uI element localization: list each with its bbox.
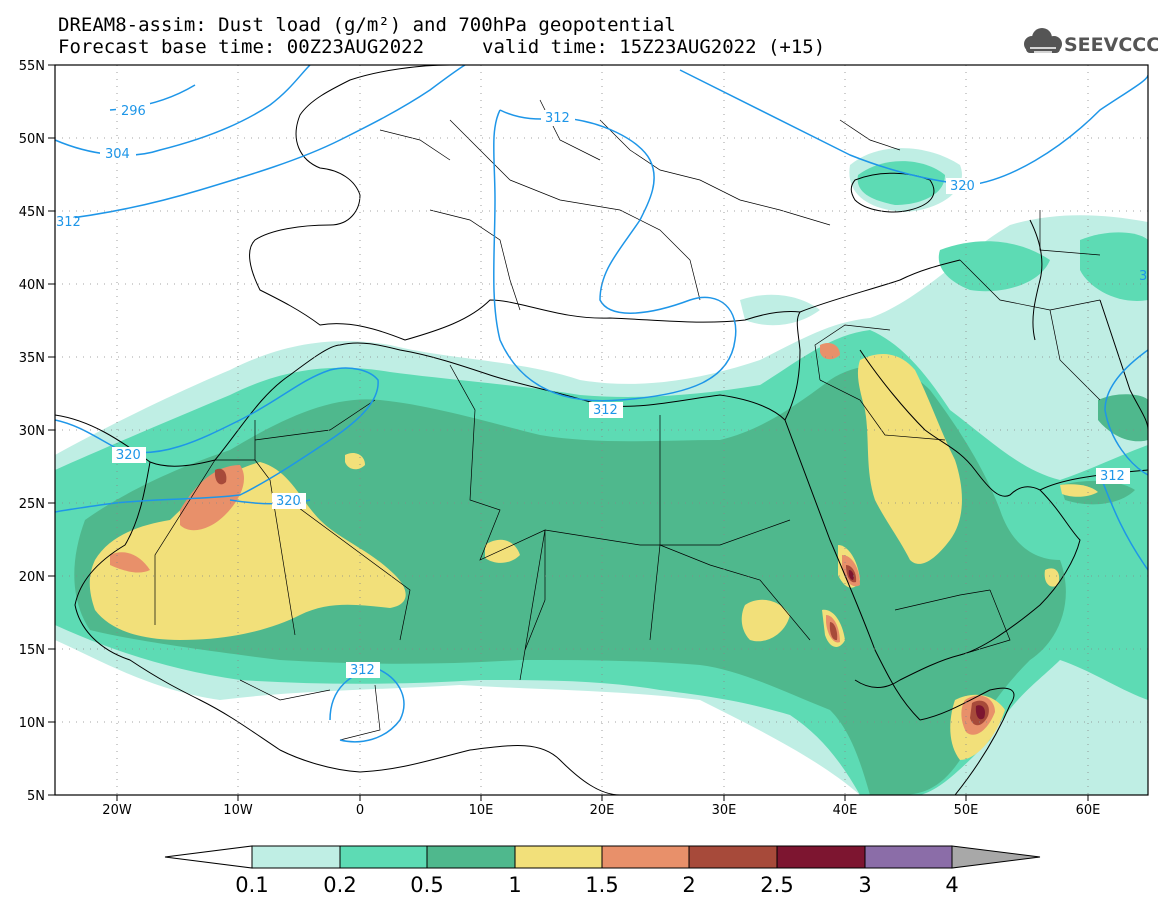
lon-label: 40E xyxy=(833,803,858,818)
lon-label: 60E xyxy=(1076,803,1101,818)
lon-label: 50E xyxy=(954,803,979,818)
contour-label: 312 xyxy=(56,215,81,230)
lat-label: 10N xyxy=(19,716,45,731)
colorbar-tick-label: 1 xyxy=(508,873,521,897)
colorbar-bin xyxy=(426,845,516,869)
contour-label: 304 xyxy=(105,147,130,162)
lat-label: 15N xyxy=(19,643,45,658)
cloud-icon xyxy=(1024,28,1062,53)
colorbar-bin xyxy=(864,845,953,869)
geopotential-labels: 296 304 312 312 312 320 320 312 312 320 … xyxy=(55,103,1147,678)
forecast-base-time: Forecast base time: 00Z23AUG2022 xyxy=(58,36,425,58)
lat-label: 40N xyxy=(19,278,45,293)
latitude-labels: 55N 50N 45N 40N 35N 30N 25N 20N 15N 10N … xyxy=(19,59,45,804)
dust-level-1 xyxy=(741,599,790,642)
colorbar xyxy=(164,845,1041,869)
contour-label: 312 xyxy=(1100,469,1125,484)
lon-label: 10E xyxy=(469,803,494,818)
colorbar-bin xyxy=(688,845,778,869)
colorbar-high-arrow xyxy=(951,845,1041,869)
country-borders xyxy=(154,99,1101,741)
dust-level-1 xyxy=(89,462,406,640)
lat-label: 5N xyxy=(27,789,45,804)
colorbar-tick-label: 1.5 xyxy=(585,873,618,897)
dust-level-0.2 xyxy=(1080,232,1148,301)
lat-label: 25N xyxy=(19,497,45,512)
seevccc-logo: SEEVCCC xyxy=(1024,28,1158,56)
axis-ticks xyxy=(48,64,1089,801)
contour-label: 3 xyxy=(1139,269,1147,284)
colorbar-bin xyxy=(339,845,428,869)
lat-label: 20N xyxy=(19,570,45,585)
contour-label: 312 xyxy=(545,111,570,126)
logo-text: SEEVCCC xyxy=(1064,34,1158,56)
colorbar-tick-label: 0.2 xyxy=(323,873,356,897)
colorbar-tick-label: 2.5 xyxy=(760,873,793,897)
colorbar-bin xyxy=(514,845,603,869)
colorbar-tick-label: 2 xyxy=(682,873,695,897)
geopotential-contours xyxy=(55,65,1148,743)
contour-label: 312 xyxy=(593,403,618,418)
colorbar-tick-label: 4 xyxy=(945,873,958,897)
dust-level-2.5 xyxy=(975,705,986,720)
dust-level-0.2 xyxy=(938,241,1050,292)
map-title: DREAM8-assim: Dust load (g/m²) and 700hP… xyxy=(58,14,676,36)
colorbar-tick-label: 0.1 xyxy=(235,873,268,897)
lat-label: 50N xyxy=(19,132,45,147)
dust-level-1 xyxy=(857,354,962,564)
dust-level-1.5 xyxy=(820,343,840,360)
dust-level-1.5 xyxy=(110,552,150,573)
gridlines xyxy=(55,65,1148,795)
lon-label: 0 xyxy=(356,803,364,818)
dust-level-1 xyxy=(1060,484,1098,497)
dust-level-0.1 xyxy=(740,294,820,326)
contour-label: 320 xyxy=(950,179,975,194)
dust-level-2.5 xyxy=(848,570,854,580)
colorbar-low-arrow xyxy=(164,845,253,869)
lat-label: 55N xyxy=(19,59,45,74)
lon-label: 10W xyxy=(223,803,253,818)
coastlines xyxy=(55,65,1148,795)
contour-label: 320 xyxy=(276,494,301,509)
dust-level-1 xyxy=(1044,568,1060,587)
contour-label: 296 xyxy=(121,104,146,119)
longitude-labels: 20W 10W 0 10E 20E 30E 40E 50E 60E xyxy=(102,803,1100,818)
colorbar-ticks: 0.1 0.2 0.5 1 1.5 2 2.5 3 4 xyxy=(235,873,958,897)
contour-label: 320 xyxy=(116,448,141,463)
contour-label: 312 xyxy=(350,663,375,678)
lon-label: 20W xyxy=(102,803,132,818)
lon-label: 30E xyxy=(712,803,737,818)
lon-label: 20E xyxy=(590,803,615,818)
colorbar-tick-label: 3 xyxy=(858,873,871,897)
lat-label: 45N xyxy=(19,205,45,220)
colorbar-bin xyxy=(601,845,690,869)
colorbar-tick-label: 0.5 xyxy=(410,873,443,897)
lat-label: 35N xyxy=(19,351,45,366)
lat-label: 30N xyxy=(19,424,45,439)
dust-level-2 xyxy=(214,468,227,485)
valid-time: valid time: 15Z23AUG2022 (+15) xyxy=(482,36,826,58)
colorbar-bin xyxy=(776,845,866,869)
dust-level-0.2 xyxy=(857,161,945,205)
dust-level-2 xyxy=(829,622,838,641)
dust-level-0.5 xyxy=(74,366,1066,795)
colorbar-bin xyxy=(251,845,341,869)
